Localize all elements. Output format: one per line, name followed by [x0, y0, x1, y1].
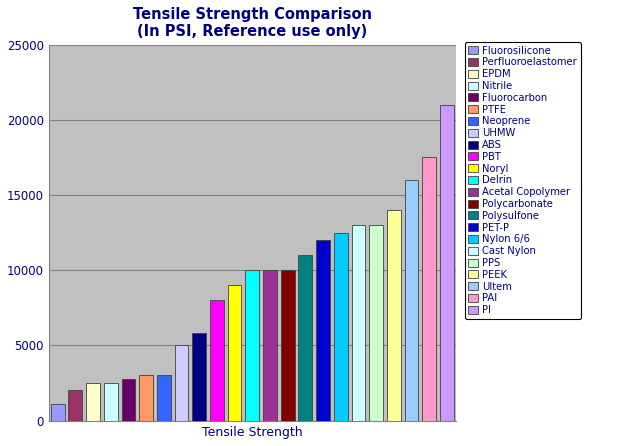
Legend: Fluorosilicone, Perfluoroelastomer, EPDM, Nitrile, Fluorocarbon, PTFE, Neoprene,: Fluorosilicone, Perfluoroelastomer, EPDM…	[465, 42, 580, 319]
Bar	[404, 180, 418, 421]
Bar	[281, 270, 294, 421]
Bar	[68, 390, 82, 421]
Bar	[157, 376, 171, 421]
Bar	[104, 383, 118, 421]
Bar	[192, 333, 206, 421]
Bar	[334, 232, 348, 421]
Bar	[175, 345, 189, 421]
Bar	[122, 379, 135, 421]
Bar	[369, 225, 383, 421]
Bar	[422, 157, 436, 421]
Bar	[299, 255, 312, 421]
Bar	[440, 105, 454, 421]
Bar	[51, 404, 65, 421]
Bar	[139, 376, 153, 421]
Bar	[351, 225, 365, 421]
Title: Tensile Strength Comparison
(In PSI, Reference use only): Tensile Strength Comparison (In PSI, Ref…	[133, 7, 372, 39]
Bar	[228, 285, 242, 421]
Bar	[86, 383, 100, 421]
Bar	[246, 270, 259, 421]
Bar	[263, 270, 277, 421]
X-axis label: Tensile Strength: Tensile Strength	[202, 426, 303, 439]
Bar	[316, 240, 330, 421]
Bar	[387, 210, 401, 421]
Bar	[210, 300, 224, 421]
